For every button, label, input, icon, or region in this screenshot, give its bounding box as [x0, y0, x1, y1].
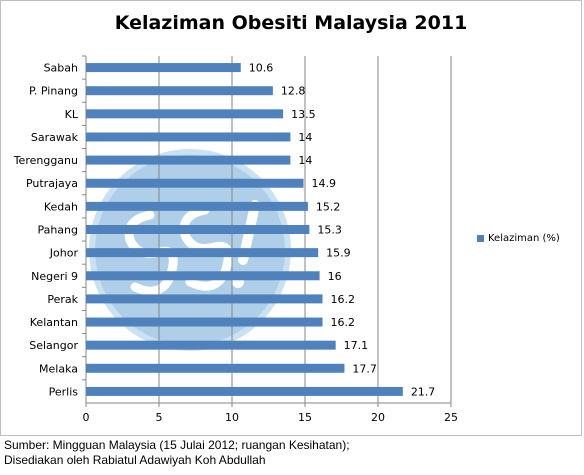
bar [86, 132, 291, 142]
legend-swatch [477, 235, 484, 242]
data-label: 13.5 [291, 108, 316, 121]
bar [86, 317, 323, 327]
bar [86, 109, 284, 119]
bar [86, 363, 345, 373]
bar [86, 201, 308, 211]
category-label: Negeri 9 [31, 270, 78, 283]
category-label: Selangor [29, 339, 78, 352]
data-label: 12.8 [281, 85, 306, 98]
category-label: Kedah [44, 200, 78, 213]
data-label: 14 [298, 154, 312, 167]
category-label: Melaka [39, 362, 78, 375]
data-label: 14 [298, 131, 312, 144]
bar [86, 178, 304, 188]
tick-label-x: 5 [156, 411, 163, 424]
category-label: Pahang [37, 224, 78, 237]
data-label: 17.7 [352, 362, 377, 375]
category-label: Sabah [44, 62, 78, 75]
bar [86, 294, 323, 304]
data-label: 21.7 [411, 385, 436, 398]
data-label: 16.2 [331, 293, 356, 306]
chart-title: Kelaziman Obesiti Malaysia 2011 [114, 12, 468, 34]
data-label: 14.9 [312, 177, 337, 190]
source-note: Sumber: Mingguan Malaysia (15 Julai 2012… [4, 438, 350, 468]
tick-label-x: 20 [371, 411, 385, 424]
category-label: Terengganu [13, 154, 78, 167]
category-label: P. Pinang [29, 85, 78, 98]
bar [86, 155, 291, 165]
bar [86, 225, 310, 234]
tick-label-x: 25 [444, 411, 458, 424]
data-label: 15.9 [326, 247, 351, 260]
bar [86, 86, 273, 96]
tick-label-x: 10 [225, 411, 239, 424]
legend-label: Kelaziman (%) [488, 233, 560, 244]
category-label: Perak [47, 293, 78, 306]
chart-plot: 0 5 10 15 20 25 Sabah 10.6 P. Pinang 12.8 KL 13.5 Sa… [13, 55, 458, 424]
tick-label-x: 15 [298, 411, 312, 424]
bar [86, 340, 336, 350]
category-label: KL [65, 108, 79, 121]
data-label: 15.2 [316, 200, 341, 213]
bar [86, 248, 319, 258]
tick-label-x: 0 [83, 411, 90, 424]
data-label: 15.3 [317, 224, 342, 237]
source-line-1: Sumber: Mingguan Malaysia (15 Julai 2012… [4, 438, 350, 452]
category-label: Putrajaya [26, 177, 78, 190]
bar [86, 386, 403, 396]
data-label: 16.2 [331, 316, 356, 329]
legend: Kelaziman (%) [477, 233, 560, 244]
category-label: Johor [49, 247, 79, 260]
data-label: 16 [328, 270, 342, 283]
category-label: Kelantan [30, 316, 78, 329]
category-label: Perlis [49, 385, 79, 398]
bar [86, 63, 241, 73]
data-label: 17.1 [344, 339, 369, 352]
category-label: Sarawak [31, 131, 79, 144]
bar [86, 271, 320, 281]
data-label: 10.6 [249, 62, 274, 75]
source-line-2: Disediakan oleh Rabiatul Adawiyah Koh Ab… [4, 453, 266, 467]
